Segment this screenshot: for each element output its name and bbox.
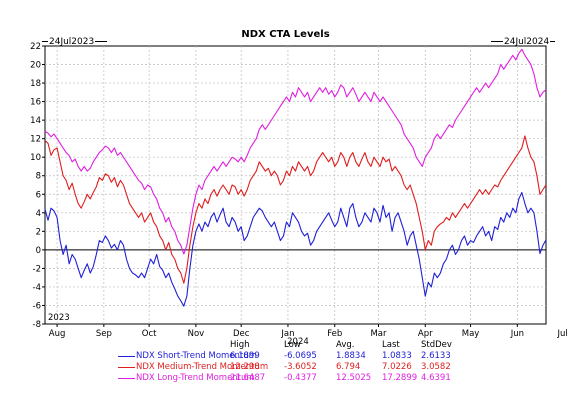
- y-tick-label: -2: [33, 264, 41, 274]
- y-tick-label: 0: [36, 246, 41, 256]
- y-tick-label: -4: [33, 283, 41, 293]
- x-tick-label: Jan: [280, 329, 294, 339]
- stats-header-low: Low: [284, 340, 301, 350]
- y-tick-label: 16: [30, 98, 41, 108]
- y-tick-label: -8: [33, 320, 41, 330]
- legend-swatch-short: [118, 356, 135, 357]
- stat-long-avg: 12.5025: [336, 373, 372, 383]
- chart-title: NDX CTA Levels: [241, 29, 330, 40]
- y-tick-label: 22: [30, 42, 41, 52]
- legend-label-short: NDX Short-Trend Momentum: [136, 351, 257, 361]
- stat-long-stddev: 4.6391: [421, 373, 451, 383]
- y-tick-label: 14: [30, 116, 41, 126]
- y-tick-label: 2: [36, 227, 41, 237]
- x-tick-label: Sep: [96, 329, 112, 339]
- stat-long-last: 17.2899: [382, 373, 418, 383]
- x-tick-label: May: [462, 329, 480, 339]
- stat-medium-high: 12.298: [230, 362, 260, 372]
- stat-medium-last: 7.0226: [382, 362, 412, 372]
- x-tick-label: Mar: [370, 329, 387, 339]
- stat-medium-avg: 6.794: [336, 362, 361, 372]
- x-year-label: 2024: [287, 337, 309, 347]
- stat-medium-stddev: 3.0582: [421, 362, 451, 372]
- stats-header-avg: Avg.: [336, 340, 355, 350]
- y-tick-label: 20: [30, 61, 41, 71]
- legend-label-medium: NDX Medium-Trend Momentum: [136, 362, 269, 372]
- x-tick-label: Jun: [510, 329, 524, 339]
- x-tick-label: Dec: [233, 329, 250, 339]
- stats-header-high: High: [230, 340, 250, 350]
- series-lines: [44, 48, 547, 307]
- y-tick-label: -6: [33, 301, 41, 311]
- x-tick-label: Oct: [142, 329, 157, 339]
- legend-label-long: NDX Long-Trend Momentum: [136, 373, 255, 383]
- x-tick-label: Feb: [327, 329, 342, 339]
- x-tick-label: Jul: [556, 329, 567, 339]
- y-tick-label: 6: [36, 190, 41, 200]
- plot-area: [44, 45, 547, 325]
- y-tick-label: 4: [36, 209, 41, 219]
- y-tick-label: 8: [36, 172, 41, 182]
- legend-swatch-long: [118, 378, 135, 379]
- stat-short-low: -6.0695: [284, 351, 317, 361]
- stat-short-stddev: 2.6133: [421, 351, 451, 361]
- stat-long-low: -0.4377: [284, 373, 317, 383]
- x-year-label: 2023: [48, 313, 70, 323]
- x-tick-label: Aug: [49, 329, 66, 339]
- stat-long-high: 21.6487: [230, 373, 266, 383]
- stat-medium-low: -3.6052: [284, 362, 317, 372]
- series-line-long-trend: [44, 48, 547, 255]
- stat-short-avg: 1.8834: [336, 351, 366, 361]
- stat-short-last: 1.0833: [382, 351, 412, 361]
- x-axis: Aug Sep Oct Nov Dec Jan Feb Mar Apr May Jun Jul 2023…: [48, 313, 568, 347]
- x-tick-label: Nov: [188, 329, 205, 339]
- y-tick-label: 10: [30, 153, 41, 163]
- y-tick-label: 18: [30, 79, 41, 89]
- date-range-end: 24Jul2024: [491, 37, 555, 47]
- stats-header-stddev: StdDev: [421, 340, 452, 350]
- stats-header-last: Last: [382, 340, 400, 350]
- y-tick-label: 12: [30, 135, 41, 145]
- plot-frame: [44, 45, 547, 325]
- x-tick-label: Apr: [418, 329, 433, 339]
- series-line-short-trend: [44, 191, 547, 307]
- legend-swatch-medium: [118, 367, 135, 368]
- stat-short-high: 6.1899: [230, 351, 260, 361]
- date-range-start: 24Jul2023: [42, 37, 107, 47]
- series-line-medium-trend: [44, 135, 547, 284]
